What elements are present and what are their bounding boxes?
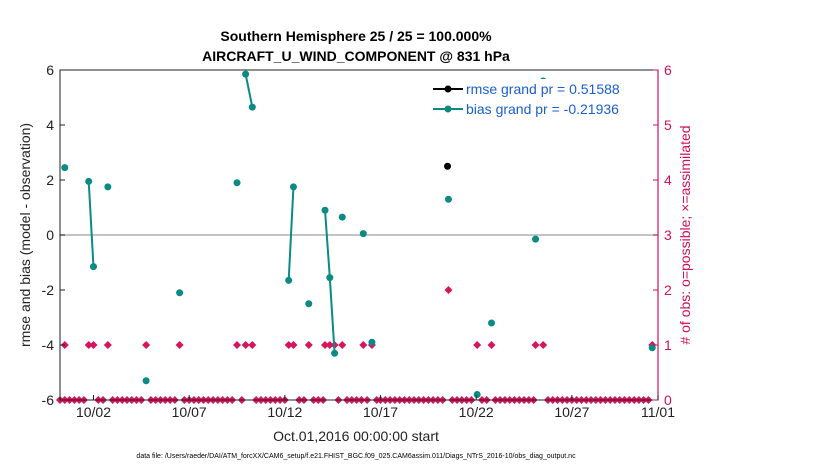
obs-count-marker bbox=[487, 341, 496, 349]
bias-series-line bbox=[324, 210, 336, 354]
bias-point bbox=[61, 164, 69, 172]
bias-series-line bbox=[87, 181, 95, 267]
data-file-footer: data file: /Users/raeder/DAI/ATM_forcXX/… bbox=[136, 453, 576, 460]
legend-box bbox=[429, 79, 653, 119]
y2-tick-label: 2 bbox=[664, 282, 672, 298]
obs-count-marker bbox=[284, 341, 293, 349]
right-y-axis: 6 5 4 3 2 1 0 bbox=[653, 62, 672, 408]
bias-point bbox=[359, 230, 367, 238]
chart-subtitle: AIRCRAFT_U_WIND_COMPONENT @ 831 hPa bbox=[202, 48, 510, 64]
x-tick-label: 10/22 bbox=[459, 404, 494, 420]
y2-tick-label: 0 bbox=[664, 392, 672, 408]
obs-count-marker bbox=[175, 341, 184, 349]
x-tick-label: 10/27 bbox=[554, 404, 589, 420]
rmse-point bbox=[444, 162, 452, 170]
bias-point bbox=[648, 344, 656, 352]
bias-point bbox=[532, 235, 540, 243]
y2-tick-label: 5 bbox=[664, 117, 672, 133]
bias-point bbox=[473, 391, 481, 398]
obs-count-marker bbox=[321, 341, 330, 349]
legend-bias-label: bias grand pr = -0.21936 bbox=[466, 101, 619, 117]
obs-count-marker bbox=[142, 341, 151, 349]
y2-axis-label: # of obs: o=possible; ×=assimilated bbox=[677, 125, 693, 344]
obs-count-marker bbox=[325, 341, 334, 349]
bias-point bbox=[85, 177, 93, 185]
x-tick-label: 10/17 bbox=[363, 404, 398, 420]
y-tick-label: -6 bbox=[42, 392, 55, 408]
obs-count-marker bbox=[248, 341, 257, 349]
y2-tick-label: 1 bbox=[664, 337, 672, 353]
x-tick-label: 10/02 bbox=[76, 404, 111, 420]
x-tick-label: 10/12 bbox=[267, 404, 302, 420]
bias-point bbox=[305, 300, 313, 308]
obs-count-marker bbox=[531, 341, 540, 349]
bias-point bbox=[176, 289, 184, 297]
y-tick-label: 4 bbox=[46, 117, 54, 133]
bias-point bbox=[326, 274, 334, 282]
y2-tick-label: 6 bbox=[664, 62, 672, 78]
bias-point bbox=[289, 183, 297, 191]
bias-point bbox=[285, 276, 293, 284]
obs-count-marker bbox=[89, 341, 98, 349]
y-tick-label: 0 bbox=[46, 227, 54, 243]
bias-point bbox=[233, 179, 241, 187]
x-axis-label: Oct.01,2016 00:00:00 start bbox=[273, 428, 439, 444]
plot-area bbox=[56, 70, 658, 404]
x-tick-label: 10/07 bbox=[172, 404, 207, 420]
bias-point bbox=[142, 377, 150, 385]
y-tick-label: -4 bbox=[42, 337, 55, 353]
y-tick-label: 6 bbox=[46, 62, 54, 78]
bias-series-line bbox=[287, 186, 295, 281]
bias-point bbox=[338, 213, 346, 221]
legend: rmse grand pr = 0.51588 bias grand pr = … bbox=[429, 79, 653, 119]
obs-count-marker bbox=[241, 341, 250, 349]
x-axis: 10/02 10/07 10/12 10/17 10/22 10/27 11/01 bbox=[76, 395, 675, 420]
obs-count-marker bbox=[539, 341, 548, 349]
x-tick-label: 11/01 bbox=[641, 404, 675, 420]
obs-count-marker bbox=[233, 341, 242, 349]
legend-rmse-marker bbox=[444, 85, 452, 93]
obs-count-marker bbox=[473, 341, 482, 349]
y-tick-label: -2 bbox=[42, 282, 55, 298]
bias-point bbox=[488, 319, 496, 327]
left-y-axis: 6 4 2 0 -2 -4 -6 bbox=[42, 62, 65, 408]
chart-title: Southern Hemisphere 25 / 25 = 100.000% bbox=[220, 28, 492, 44]
bias-point bbox=[331, 349, 339, 357]
y-tick-label: 2 bbox=[46, 172, 54, 188]
obs-count-marker bbox=[359, 341, 368, 349]
y-axis-label: rmse and bias (model - observation) bbox=[17, 123, 33, 347]
bias-point bbox=[368, 338, 376, 346]
obs-count-marker bbox=[103, 341, 112, 349]
bias-point bbox=[104, 183, 112, 191]
bias-point bbox=[242, 70, 250, 78]
legend-bias-marker bbox=[444, 105, 452, 113]
y2-tick-label: 3 bbox=[664, 227, 672, 243]
bias-point bbox=[321, 206, 329, 214]
bias-series-line bbox=[244, 73, 254, 108]
obs-count-marker bbox=[84, 341, 93, 349]
bias-point bbox=[248, 103, 256, 111]
obs-count-marker bbox=[338, 341, 347, 349]
obs-count-marker bbox=[289, 341, 298, 349]
bias-point bbox=[444, 195, 452, 203]
bias-point bbox=[89, 263, 97, 271]
y2-tick-label: 4 bbox=[664, 172, 672, 188]
obs-count-marker bbox=[444, 286, 453, 294]
obs-count-marker bbox=[304, 341, 313, 349]
legend-rmse-label: rmse grand pr = 0.51588 bbox=[466, 81, 620, 97]
